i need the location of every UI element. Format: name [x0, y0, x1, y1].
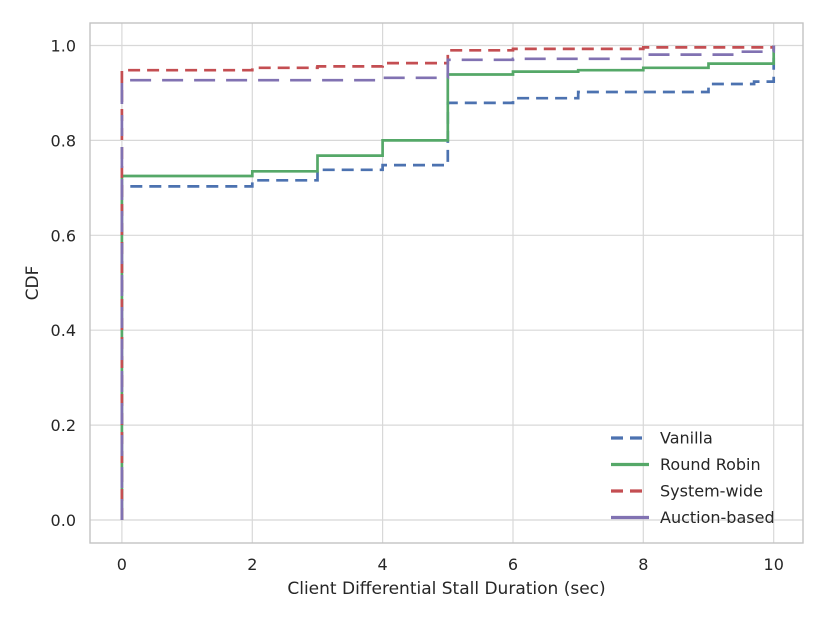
legend-label-vanilla: Vanilla: [660, 429, 713, 448]
legend-label-system-wide: System-wide: [660, 482, 763, 501]
x-tick-label-2: 4: [378, 555, 388, 574]
y-tick-label-4: 0.8: [51, 131, 76, 150]
y-tick-label-0: 0.0: [51, 511, 76, 530]
legend-item-vanilla: Vanilla: [611, 429, 713, 448]
series-layer: [120, 45, 776, 520]
axes-layer: [89, 22, 804, 544]
x-tick-label-5: 10: [764, 555, 784, 574]
series-line-round-robin: [120, 45, 776, 520]
series-line-system-wide: [120, 45, 776, 520]
legend: Vanilla Round Robin System-wide Auction-bas…: [611, 429, 775, 527]
x-tick-label-4: 8: [638, 555, 648, 574]
series-line-vanilla: [120, 45, 776, 520]
y-tick-label-2: 0.4: [51, 321, 76, 340]
plot-border: [89, 22, 804, 544]
x-axis-label: Client Differential Stall Duration (sec): [287, 579, 605, 599]
legend-item-round-robin: Round Robin: [611, 455, 761, 474]
legend-item-auction-based: Auction-based: [611, 508, 775, 527]
legend-label-round-robin: Round Robin: [660, 455, 761, 474]
series-line-auction-based: [120, 45, 776, 520]
grid-layer: [90, 23, 803, 543]
x-tick-label-3: 6: [508, 555, 518, 574]
x-tick-label-0: 0: [117, 555, 127, 574]
tick-layer: 0 2 4 6 8 10 0.0 0.2 0.4 0.6 0.8 1.0: [51, 37, 784, 575]
y-axis-label: CDF: [23, 266, 43, 301]
y-tick-label-3: 0.6: [51, 226, 76, 245]
label-layer: Client Differential Stall Duration (sec)…: [23, 266, 606, 599]
y-tick-label-1: 0.2: [51, 416, 76, 435]
y-tick-label-5: 1.0: [51, 37, 76, 56]
x-tick-label-1: 2: [247, 555, 257, 574]
legend-item-system-wide: System-wide: [611, 482, 763, 501]
legend-label-auction-based: Auction-based: [660, 508, 775, 527]
